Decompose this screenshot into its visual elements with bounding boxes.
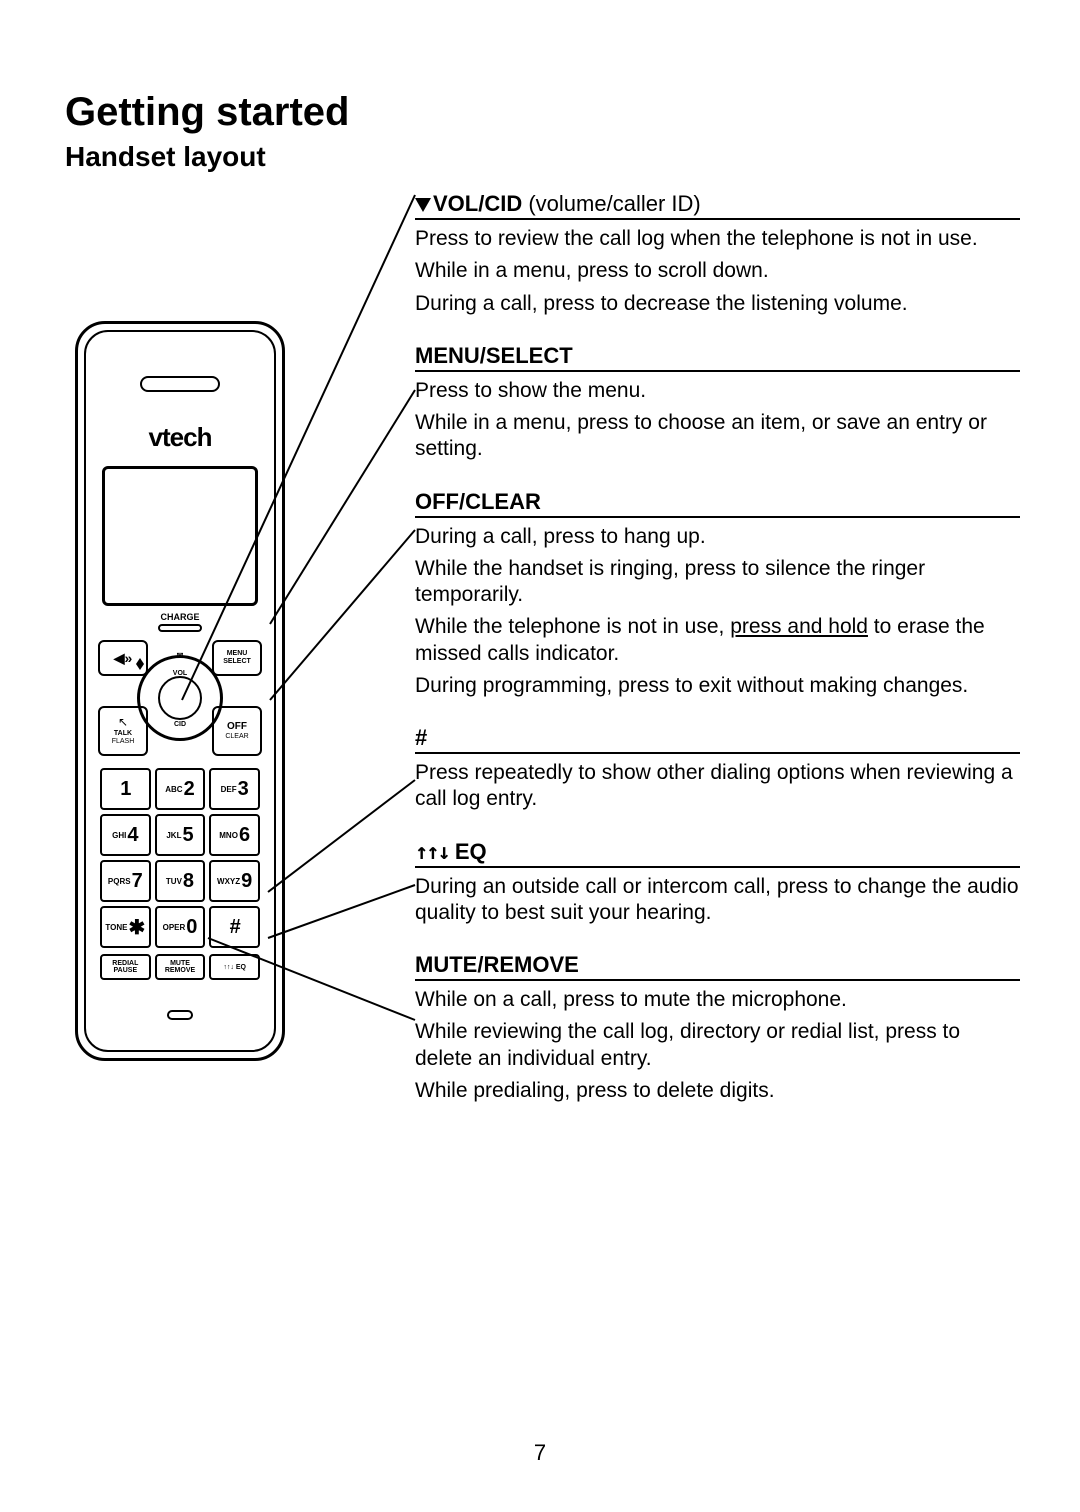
handset-illustration: vtech CHARGE ✉ VOL CID ◀» MENU SELECT [75,321,285,1061]
menuselect-p1: Press to show the menu. [415,378,1020,404]
keypad-key: MNO6 [209,814,260,856]
volcid-head-bold: VOL/CID [433,191,522,216]
descriptions-column: VOL/CID (volume/caller ID) Press to revi… [405,191,1020,1130]
nav-dpad: ✉ VOL CID [137,655,223,741]
earpiece [140,376,220,392]
menuselect-heading: MENU/SELECT [415,343,1020,372]
menuselect-p2: While in a menu, press to choose an item… [415,410,1020,463]
handset-column: vtech CHARGE ✉ VOL CID ◀» MENU SELECT [65,191,405,1130]
offclear-p1: During a call, press to hang up. [415,524,1020,550]
bottom-row: REDIALPAUSEMUTEREMOVE↑↑↓ EQ [100,954,260,980]
keypad-key: 1 [100,768,151,810]
menu-select-key: MENU SELECT [212,640,262,676]
charge-label: CHARGE [78,612,282,622]
mic-slot [167,1010,193,1020]
keypad: 1ABC2DEF3 GHI4JKL5MNO6 PQRS7TUV8WXYZ9 TONE✱… [100,768,260,948]
eq-head-text: EQ [449,839,487,864]
mute-p2: While reviewing the call log, directory … [415,1019,1020,1072]
talk-flash-key: ↖ TALK FLASH [98,706,148,756]
volcid-block: VOL/CID (volume/caller ID) Press to revi… [415,191,1020,317]
mute-block: MUTE/REMOVE While on a call, press to mu… [415,952,1020,1104]
bottom-key: REDIALPAUSE [100,954,151,980]
pound-p1: Press repeatedly to show other dialing o… [415,760,1020,813]
clear-label: CLEAR [225,733,248,741]
offclear-heading: OFF/CLEAR [415,489,1020,518]
keypad-key: JKL5 [155,814,206,856]
keypad-key: GHI4 [100,814,151,856]
offclear-p4: During programming, press to exit withou… [415,673,1020,699]
nav-cluster: ✉ VOL CID ◀» MENU SELECT ↖ TALK FLASH [100,642,260,754]
display-screen [102,466,258,606]
eq-block: ↑↑↓ EQ During an outside call or interco… [415,839,1020,927]
offclear-p2: While the handset is ringing, press to s… [415,556,1020,609]
mute-p3: While predialing, press to delete digits… [415,1078,1020,1104]
off-clear-key: OFF CLEAR [212,706,262,756]
page-number: 7 [0,1440,1080,1466]
volcid-p3: During a call, press to decrease the lis… [415,291,1020,317]
offclear-p3b: press and hold [730,615,868,638]
keypad-key: # [209,906,260,948]
volcid-head-light: (volume/caller ID) [522,191,700,216]
talk-label: TALK [114,730,132,738]
keypad-key: OPER0 [155,906,206,948]
dir-icon: ✉ [177,652,184,660]
menuselect-block: MENU/SELECT Press to show the menu. Whil… [415,343,1020,463]
keypad-key: TUV8 [155,860,206,902]
keypad-key: WXYZ9 [209,860,260,902]
volcid-heading: VOL/CID (volume/caller ID) [415,191,1020,220]
charge-contacts [158,624,202,632]
offclear-p3: While the telephone is not in use, press… [415,614,1020,667]
mute-heading: MUTE/REMOVE [415,952,1020,981]
page-subtitle: Handset layout [65,141,1020,173]
brand-logo: vtech [78,422,282,453]
page-title: Getting started [65,90,1020,135]
eq-heading: ↑↑↓ EQ [415,839,1020,868]
bottom-key: MUTEREMOVE [155,954,206,980]
keypad-key: PQRS7 [100,860,151,902]
speaker-key: ◀» [98,640,148,676]
down-triangle-icon [415,198,431,212]
flash-label: FLASH [112,738,135,746]
keypad-key: TONE✱ [100,906,151,948]
select-label: SELECT [223,658,251,666]
volcid-p1: Press to review the call log when the te… [415,226,1020,252]
cid-label: CID [174,721,186,728]
eq-glyph-icon: ↑↑↓ [415,840,449,865]
keypad-key: ABC2 [155,768,206,810]
bottom-key: ↑↑↓ EQ [209,954,260,980]
offclear-p3a: While the telephone is not in use, [415,615,730,638]
pound-heading: # [415,725,1020,754]
menu-label: MENU [227,650,248,658]
pound-block: # Press repeatedly to show other dialing… [415,725,1020,813]
mute-p1: While on a call, press to mute the micro… [415,987,1020,1013]
off-label: OFF [227,721,247,733]
eq-p1: During an outside call or intercom call,… [415,874,1020,927]
offclear-block: OFF/CLEAR During a call, press to hang u… [415,489,1020,700]
keypad-key: DEF3 [209,768,260,810]
volcid-p2: While in a menu, press to scroll down. [415,258,1020,284]
vol-label: VOL [173,670,187,677]
